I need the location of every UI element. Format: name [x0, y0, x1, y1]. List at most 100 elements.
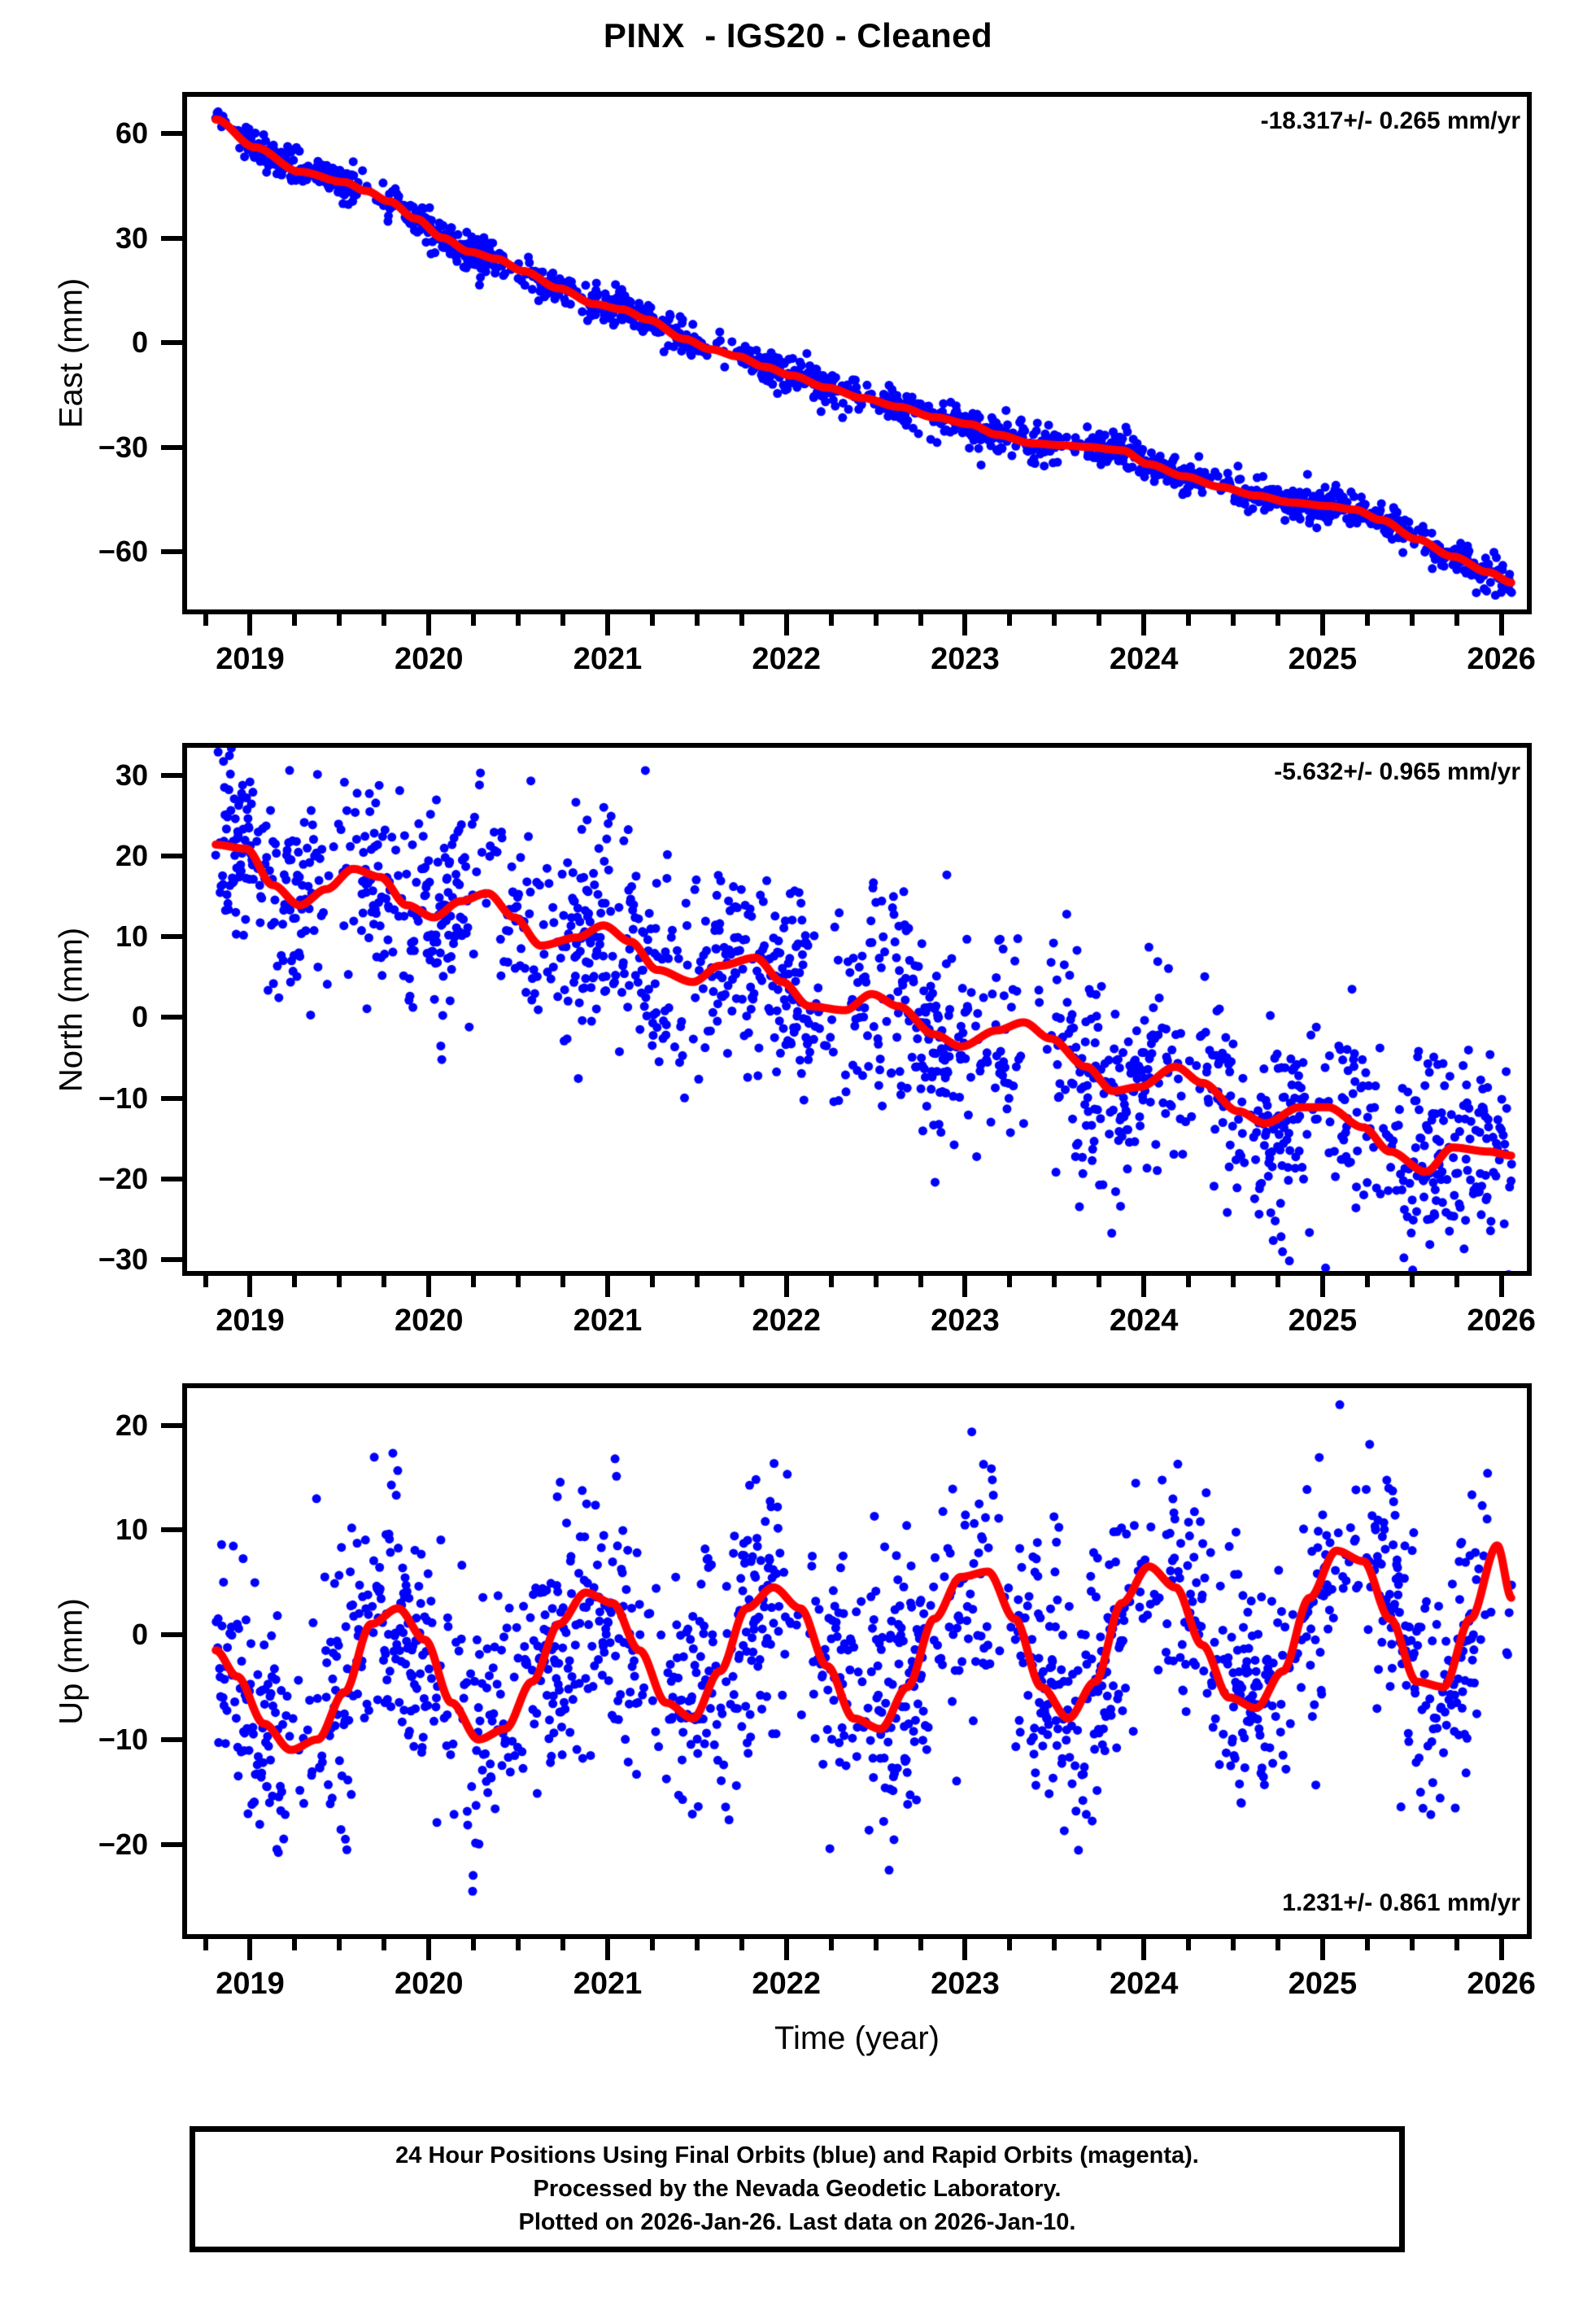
plot-panel-north — [182, 743, 1532, 1276]
xtick-up-2020.00 — [426, 1939, 432, 1960]
xtick-label-up-6: 2025 — [1288, 1967, 1358, 2001]
xtick-east-2024.50 — [1231, 614, 1236, 626]
xtick-east-2026.00 — [1498, 614, 1504, 635]
xtick-north-2024.25 — [1186, 1276, 1192, 1287]
xtick-north-2022.50 — [873, 1276, 879, 1287]
xtick-north-2020.00 — [426, 1276, 432, 1297]
xtick-east-2023.50 — [1052, 614, 1057, 626]
ytick-label-east-0: −60 — [98, 534, 148, 568]
ytick-north-2 — [161, 1095, 182, 1101]
xtick-east-2020.00 — [426, 614, 432, 635]
xtick-label-north-4: 2023 — [931, 1304, 1000, 1338]
xtick-label-east-4: 2023 — [931, 642, 1000, 676]
plot-panel-east — [182, 92, 1532, 614]
ytick-up-4 — [161, 1422, 182, 1428]
xtick-label-north-3: 2022 — [752, 1304, 821, 1338]
xtick-north-2023.25 — [1007, 1276, 1013, 1287]
xtick-up-2024.25 — [1186, 1939, 1192, 1950]
ytick-north-3 — [161, 1015, 182, 1020]
xtick-east-2020.25 — [471, 614, 477, 626]
ytick-label-east-3: 30 — [115, 221, 148, 255]
xtick-up-2020.75 — [560, 1939, 566, 1950]
ytick-up-2 — [161, 1632, 182, 1638]
xtick-north-2021.00 — [604, 1276, 610, 1297]
xtick-label-up-5: 2024 — [1109, 1967, 1179, 2001]
ytick-label-east-2: 0 — [131, 325, 148, 360]
xtick-label-up-7: 2026 — [1467, 1967, 1536, 2001]
ytick-label-up-1: −10 — [98, 1723, 148, 1757]
xtick-east-2022.25 — [828, 614, 834, 626]
xtick-up-2018.75 — [203, 1939, 208, 1950]
xtick-up-2020.25 — [471, 1939, 477, 1950]
xtick-east-2021.25 — [649, 614, 655, 626]
xtick-north-2022.25 — [828, 1276, 834, 1287]
ytick-north-6 — [161, 772, 182, 778]
xtick-up-2021.50 — [694, 1939, 700, 1950]
xtick-east-2021.00 — [604, 614, 610, 635]
ytick-north-0 — [161, 1257, 182, 1263]
xtick-up-2025.25 — [1364, 1939, 1370, 1950]
xtick-north-2024.00 — [1141, 1276, 1147, 1297]
xtick-label-east-0: 2019 — [216, 642, 285, 676]
ytick-east-1 — [161, 444, 182, 450]
plot-canvas-north — [187, 748, 1527, 1271]
xtick-up-2023.50 — [1052, 1939, 1057, 1950]
xtick-up-2024.00 — [1141, 1939, 1147, 1960]
xtick-east-2021.50 — [694, 614, 700, 626]
xtick-east-2021.75 — [739, 614, 744, 626]
plot-canvas-east — [187, 97, 1527, 609]
xtick-east-2019.00 — [247, 614, 253, 635]
xtick-east-2024.25 — [1186, 614, 1192, 626]
xtick-north-2020.50 — [516, 1276, 521, 1287]
ytick-label-up-2: 0 — [131, 1618, 148, 1652]
xtick-label-up-4: 2023 — [931, 1967, 1000, 2001]
xtick-up-2019.75 — [382, 1939, 387, 1950]
xtick-north-2021.25 — [649, 1276, 655, 1287]
xtick-east-2019.25 — [292, 614, 298, 626]
xtick-north-2021.50 — [694, 1276, 700, 1287]
xtick-up-2019.25 — [292, 1939, 298, 1950]
xtick-north-2025.00 — [1319, 1276, 1325, 1297]
xtick-label-north-1: 2020 — [394, 1304, 464, 1338]
xtick-up-2021.25 — [649, 1939, 655, 1950]
xtick-north-2025.50 — [1409, 1276, 1415, 1287]
xtick-label-east-3: 2022 — [752, 642, 821, 676]
xtick-up-2021.00 — [604, 1939, 610, 1960]
xtick-up-2022.25 — [828, 1939, 834, 1950]
ytick-label-north-1: −20 — [98, 1161, 148, 1195]
xtick-north-2025.25 — [1364, 1276, 1370, 1287]
ytick-label-up-0: −20 — [98, 1828, 148, 1862]
xtick-up-2020.50 — [516, 1939, 521, 1950]
xtick-label-north-6: 2025 — [1288, 1304, 1358, 1338]
xtick-north-2025.75 — [1454, 1276, 1459, 1287]
xtick-north-2019.00 — [247, 1276, 253, 1297]
xtick-label-east-5: 2024 — [1109, 642, 1179, 676]
xtick-label-up-1: 2020 — [394, 1967, 464, 2001]
xtick-north-2022.75 — [918, 1276, 923, 1287]
ytick-label-north-0: −30 — [98, 1243, 148, 1277]
xtick-label-north-5: 2024 — [1109, 1304, 1179, 1338]
xtick-east-2019.50 — [337, 614, 342, 626]
xtick-up-2022.00 — [783, 1939, 789, 1960]
xtick-label-north-0: 2019 — [216, 1304, 285, 1338]
xtick-label-north-2: 2021 — [573, 1304, 643, 1338]
ytick-up-3 — [161, 1527, 182, 1533]
xtick-up-2023.75 — [1097, 1939, 1102, 1950]
rate-label-east: -18.317+/- 0.265 mm/yr — [1260, 107, 1520, 134]
xtick-up-2025.00 — [1319, 1939, 1325, 1960]
xtick-up-2019.00 — [247, 1939, 253, 1960]
xtick-east-2023.75 — [1097, 614, 1102, 626]
ytick-label-north-3: 0 — [131, 1000, 148, 1034]
xtick-north-2019.75 — [382, 1276, 387, 1287]
xtick-east-2024.00 — [1141, 614, 1147, 635]
plot-canvas-up — [187, 1388, 1527, 1934]
xtick-north-2019.50 — [337, 1276, 342, 1287]
ytick-label-north-5: 20 — [115, 838, 148, 872]
xtick-east-2022.00 — [783, 614, 789, 635]
xtick-east-2020.50 — [516, 614, 521, 626]
footer-line-2: Processed by the Nevada Geodetic Laborat… — [533, 2175, 1062, 2202]
xtick-east-2025.00 — [1319, 614, 1325, 635]
xtick-label-east-7: 2026 — [1467, 642, 1536, 676]
rate-label-north: -5.632+/- 0.965 mm/yr — [1274, 758, 1520, 785]
